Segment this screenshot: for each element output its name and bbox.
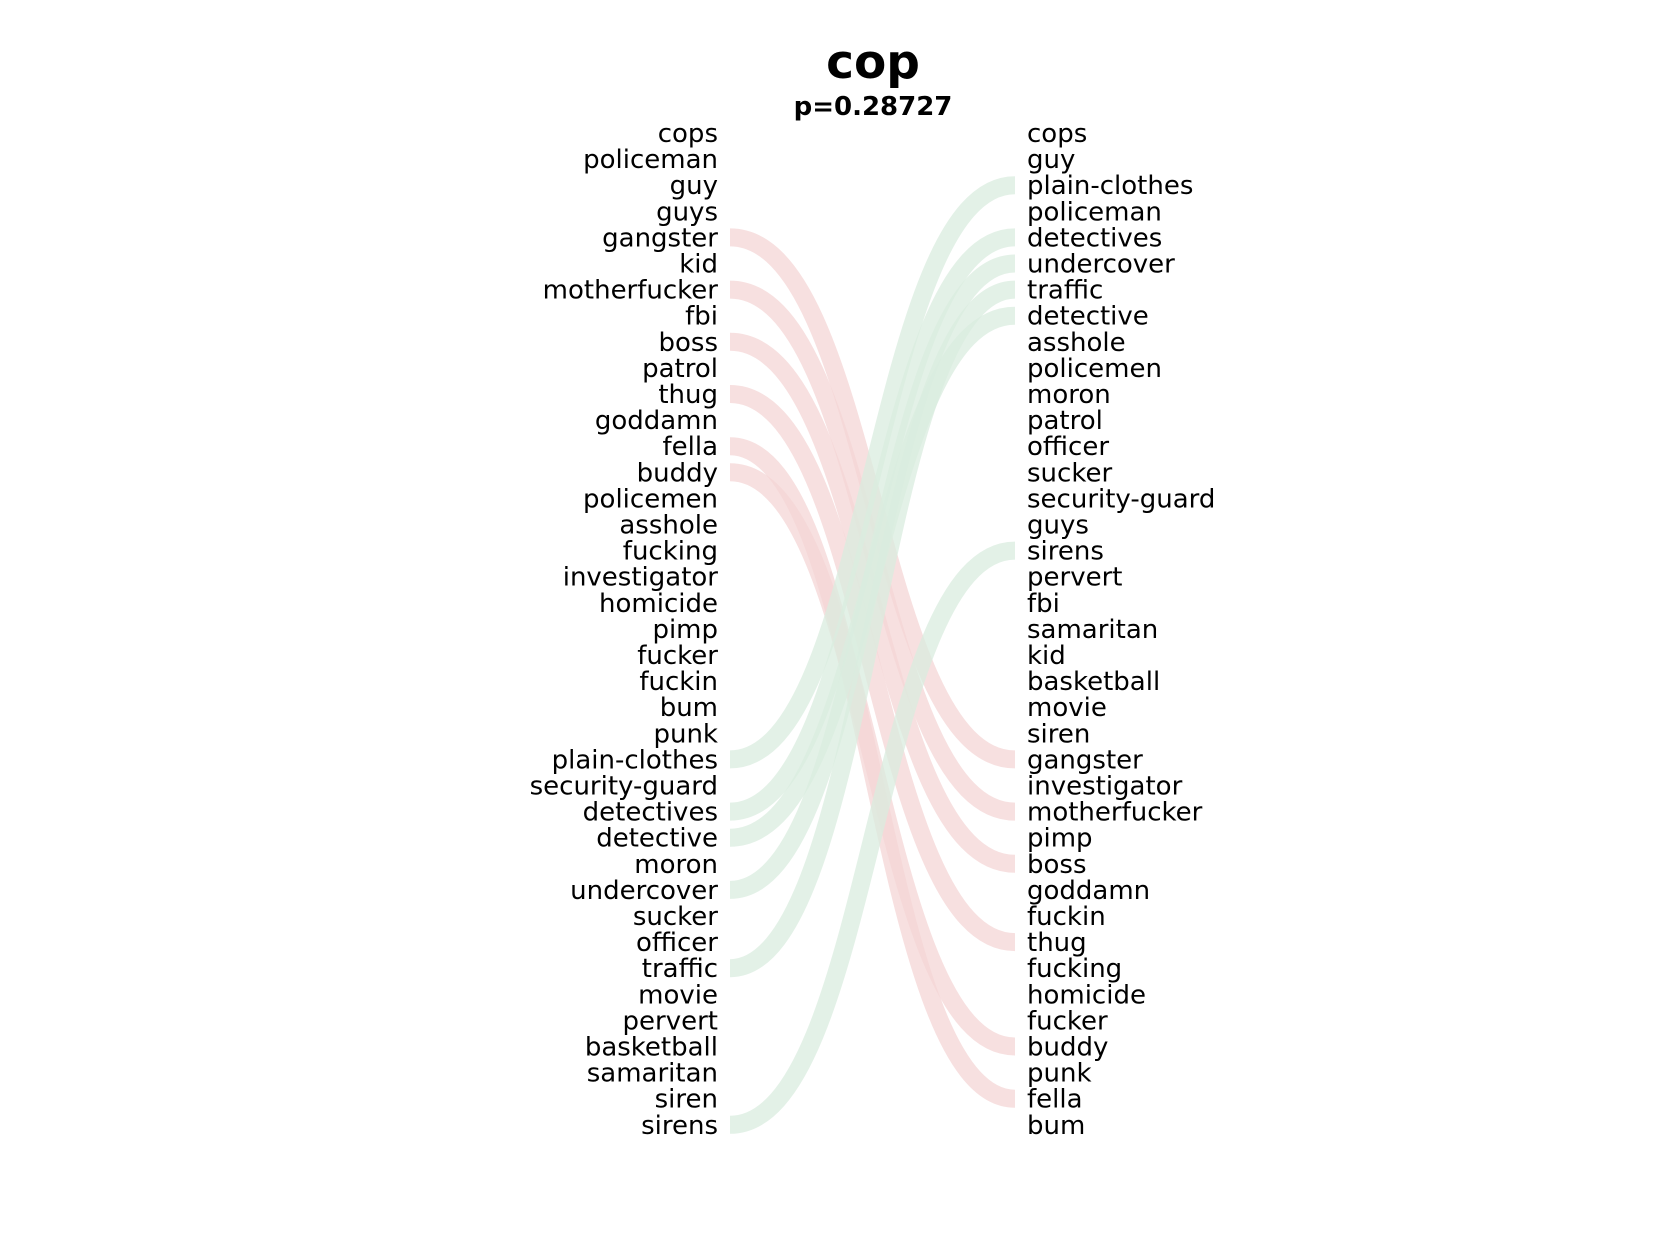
left-word-fucker: fucker <box>637 641 718 671</box>
chart-subtitle: p=0.28727 <box>794 92 953 122</box>
right-word-fbi: fbi <box>1027 589 1060 619</box>
chart-title: cop <box>826 35 920 90</box>
left-word-guys: guys <box>656 197 718 227</box>
right-word-guys: guys <box>1027 511 1089 541</box>
right-word-gangster: gangster <box>1027 745 1143 775</box>
ribbon-sirens <box>729 541 1016 1134</box>
right-word-investigator: investigator <box>1027 772 1183 802</box>
left-word-cops: cops <box>658 119 718 149</box>
right-word-buddy: buddy <box>1027 1033 1108 1063</box>
left-word-fella: fella <box>662 432 718 462</box>
left-word-samaritan: samaritan <box>587 1059 718 1089</box>
right-word-officer: officer <box>1027 432 1109 462</box>
right-word-homicide: homicide <box>1027 980 1146 1010</box>
right-word-plain-clothes: plain-clothes <box>1027 171 1193 201</box>
rank-change-ribbons <box>729 176 1016 1134</box>
left-word-policemen: policemen <box>583 484 718 514</box>
right-word-movie: movie <box>1027 693 1107 723</box>
right-word-motherfucker: motherfucker <box>1027 798 1203 828</box>
right-word-punk: punk <box>1027 1059 1092 1089</box>
left-word-gangster: gangster <box>602 223 718 253</box>
left-word-detective: detective <box>596 824 718 854</box>
left-word-security-guard: security-guard <box>530 772 718 802</box>
right-word-detectives: detectives <box>1027 223 1162 253</box>
right-word-moron: moron <box>1027 380 1111 410</box>
left-word-pervert: pervert <box>623 1006 718 1036</box>
left-word-guy: guy <box>670 171 718 201</box>
left-word-sucker: sucker <box>633 902 718 932</box>
left-word-sirens: sirens <box>641 1111 718 1141</box>
right-word-guy: guy <box>1027 145 1075 175</box>
right-word-security-guard: security-guard <box>1027 484 1215 514</box>
right-word-samaritan: samaritan <box>1027 615 1158 645</box>
right-word-cops: cops <box>1027 119 1087 149</box>
right-word-undercover: undercover <box>1027 250 1175 280</box>
right-word-fella: fella <box>1027 1085 1083 1115</box>
left-word-patrol: patrol <box>642 354 718 384</box>
left-word-fbi: fbi <box>685 302 718 332</box>
left-word-undercover: undercover <box>570 876 718 906</box>
left-word-pimp: pimp <box>652 615 718 645</box>
left-word-buddy: buddy <box>637 458 718 488</box>
right-word-patrol: patrol <box>1027 406 1103 436</box>
left-word-boss: boss <box>658 328 718 358</box>
left-word-goddamn: goddamn <box>595 406 718 436</box>
ribbon-traffic <box>729 280 1016 978</box>
left-word-traffic: traffic <box>642 954 718 984</box>
right-word-kid: kid <box>1027 641 1066 671</box>
left-word-motherfucker: motherfucker <box>543 276 719 306</box>
right-word-detective: detective <box>1027 302 1149 332</box>
right-word-pervert: pervert <box>1027 563 1122 593</box>
left-word-detectives: detectives <box>583 798 718 828</box>
left-word-homicide: homicide <box>599 589 718 619</box>
right-word-fucking: fucking <box>1027 954 1122 984</box>
left-word-kid: kid <box>679 250 718 280</box>
right-word-siren: siren <box>1027 719 1090 749</box>
left-word-policeman: policeman <box>583 145 718 175</box>
right-word-fucker: fucker <box>1027 1006 1108 1036</box>
right-word-boss: boss <box>1027 850 1087 880</box>
right-word-column: copsguyplain-clothespolicemandetectivesu… <box>1027 119 1215 1141</box>
ribbon-plain-clothes <box>729 176 1016 769</box>
left-word-thug: thug <box>658 380 718 410</box>
left-word-fuckin: fuckin <box>639 667 718 697</box>
left-word-movie: movie <box>638 980 718 1010</box>
left-word-fucking: fucking <box>623 537 718 567</box>
left-word-plain-clothes: plain-clothes <box>552 745 718 775</box>
ribbon-buddy <box>729 463 1016 1056</box>
right-word-pimp: pimp <box>1027 824 1093 854</box>
right-word-asshole: asshole <box>1027 328 1126 358</box>
left-word-siren: siren <box>655 1085 718 1115</box>
left-word-asshole: asshole <box>619 511 718 541</box>
left-word-punk: punk <box>653 719 718 749</box>
right-word-policeman: policeman <box>1027 197 1162 227</box>
left-word-bum: bum <box>660 693 718 723</box>
left-word-column: copspolicemanguyguysgangsterkidmotherfuc… <box>530 119 719 1141</box>
right-word-policemen: policemen <box>1027 354 1162 384</box>
right-word-traffic: traffic <box>1027 276 1103 306</box>
left-word-moron: moron <box>634 850 718 880</box>
ribbon-detectives <box>729 228 1016 821</box>
right-word-sucker: sucker <box>1027 458 1112 488</box>
left-word-officer: officer <box>636 928 718 958</box>
left-word-investigator: investigator <box>563 563 719 593</box>
right-word-sirens: sirens <box>1027 537 1104 567</box>
right-word-basketball: basketball <box>1027 667 1160 697</box>
left-word-basketball: basketball <box>585 1033 718 1063</box>
right-word-bum: bum <box>1027 1111 1085 1141</box>
right-word-goddamn: goddamn <box>1027 876 1150 906</box>
ribbon-undercover <box>729 254 1016 899</box>
right-word-fuckin: fuckin <box>1027 902 1106 932</box>
right-word-thug: thug <box>1027 928 1087 958</box>
